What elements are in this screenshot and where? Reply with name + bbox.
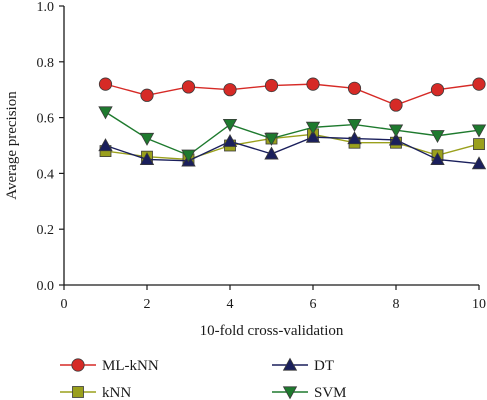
legend-marker: [71, 358, 85, 372]
data-point-svm: [471, 124, 487, 138]
x-tick-label: 4: [227, 297, 234, 312]
plot-area: [98, 77, 487, 170]
series-svm: [98, 106, 487, 163]
y-tick-label: 0.6: [37, 112, 55, 127]
x-tick-label: 8: [393, 297, 400, 312]
legend-marker: [282, 386, 298, 400]
x-tick-label: 6: [310, 297, 317, 312]
x-axis-label: 10-fold cross-validation: [200, 323, 344, 339]
legend-item-knn: kNN: [60, 385, 131, 400]
data-point-ml-knn: [430, 83, 445, 97]
series-dt: [98, 129, 487, 170]
data-point-ml-knn: [223, 83, 237, 97]
y-ticks: 0.0 0.2 0.4 0.6 0.8 1.0: [37, 0, 64, 294]
data-point-ml-knn: [472, 77, 486, 91]
series-line-knn: [105, 133, 480, 161]
data-point-ml-knn: [389, 98, 403, 112]
legend-label: ML-kNN: [102, 358, 159, 374]
y-tick-label: 0.2: [37, 223, 55, 238]
data-point-dt: [222, 133, 238, 147]
data-point-svm: [181, 149, 196, 163]
x-ticks: 0 2 4 6 8 10: [61, 285, 486, 312]
data-point-dt: [388, 132, 404, 146]
y-tick-label: 1.0: [37, 0, 55, 15]
data-point-dt: [264, 146, 279, 160]
data-point-svm: [222, 118, 238, 132]
series-line-svm: [105, 111, 480, 157]
y-tick-label: 0.0: [37, 279, 55, 294]
data-point-ml-knn: [140, 88, 154, 102]
data-point-svm: [347, 118, 362, 132]
data-point-ml-knn: [181, 80, 196, 94]
y-tick-label: 0.4: [37, 167, 55, 182]
series-line-ml-knn: [105, 83, 480, 106]
data-point-ml-knn: [264, 78, 279, 93]
legend-label: kNN: [102, 385, 131, 400]
data-point-svm: [388, 124, 404, 138]
legend-label: DT: [314, 358, 334, 374]
data-point-svm: [430, 130, 445, 144]
series-line-dt: [105, 136, 480, 165]
series-ml-knn: [98, 77, 486, 112]
x-tick-label: 2: [144, 297, 151, 312]
x-tick-label: 10: [472, 297, 486, 312]
data-point-svm: [98, 106, 113, 120]
data-point-svm: [139, 132, 155, 146]
data-point-dt: [347, 131, 362, 145]
data-point-svm: [264, 132, 279, 146]
data-point-dt: [430, 152, 445, 166]
legend-label: SVM: [314, 385, 347, 400]
y-tick-label: 0.8: [37, 56, 55, 71]
y-axis-label: Average precision: [4, 91, 20, 200]
legend-item-ml-knn: ML-kNN: [60, 358, 159, 374]
data-point-ml-knn: [98, 77, 113, 91]
data-point-dt: [139, 152, 155, 166]
legend: ML-kNN kNN DT SVM: [60, 357, 347, 400]
legend-item-svm: SVM: [272, 385, 347, 400]
data-point-svm: [305, 121, 321, 135]
data-point-ml-knn: [306, 77, 320, 91]
data-point-knn: [473, 138, 485, 151]
axes: [63, 6, 479, 286]
legend-marker: [282, 357, 298, 371]
data-point-dt: [305, 129, 321, 143]
data-point-ml-knn: [347, 81, 362, 95]
data-point-dt: [98, 138, 113, 152]
legend-marker: [72, 386, 84, 398]
data-point-dt: [471, 156, 487, 170]
legend-item-dt: DT: [272, 357, 334, 374]
x-tick-label: 0: [61, 297, 68, 312]
